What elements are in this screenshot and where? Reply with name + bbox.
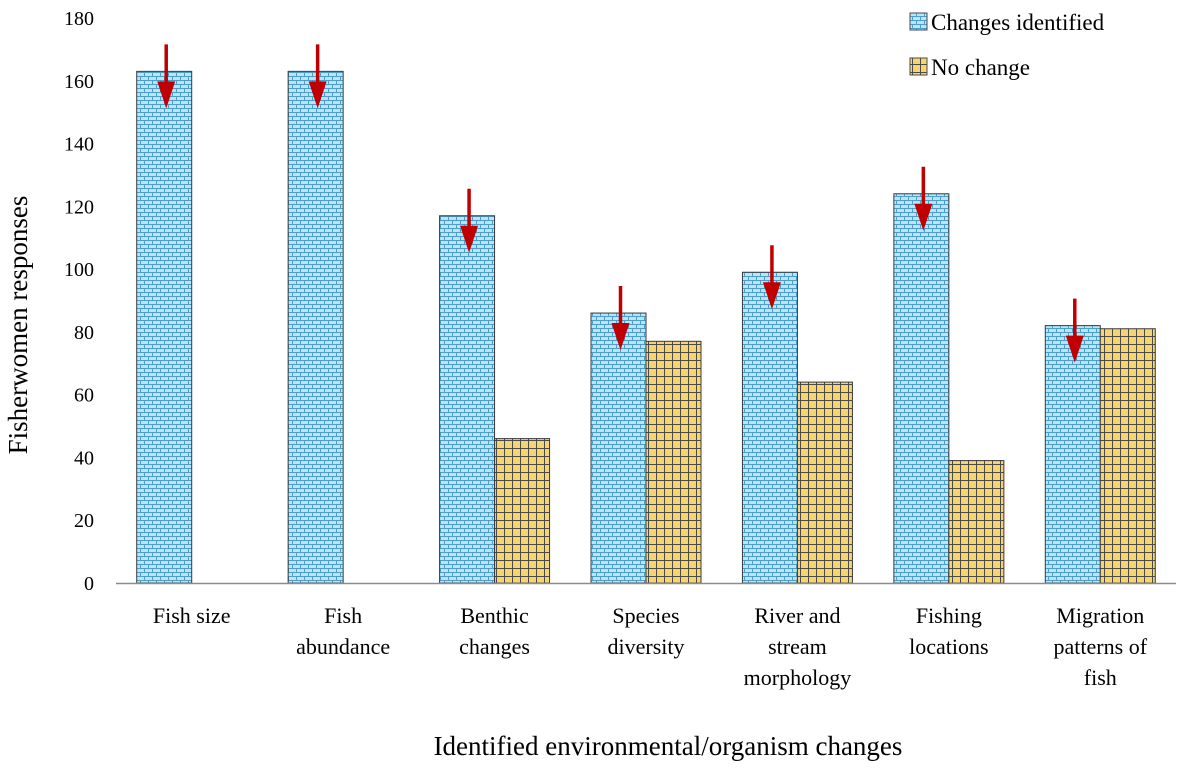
bar-no-change-migration-patterns-of-fish (1099, 328, 1156, 584)
bar-changes-identified-species-diversity (590, 312, 647, 584)
bar-changes-identified-river-and-stream-morphology (741, 271, 798, 584)
x-category-label-fishing-locations: Fishing locations (909, 603, 988, 659)
down-arrow-icon-river-and-stream-morphology (762, 245, 781, 310)
y-tick-label-40: 40 (74, 447, 94, 469)
y-axis-title: Fisherwomen responses (3, 196, 33, 455)
x-axis-title: Identified environmental/organism change… (434, 731, 903, 761)
x-category-label-river-and-stream-morphology: River and stream morphology (744, 603, 852, 690)
y-tick-label-0: 0 (84, 573, 94, 595)
y-tick-label-160: 160 (64, 71, 94, 93)
y-tick-label-60: 60 (74, 385, 94, 407)
y-tick-label-120: 120 (64, 196, 94, 218)
legend-item-changes-identified: Changes identified (909, 10, 1105, 35)
x-category-label-fish-size: Fish size (153, 603, 231, 628)
y-tick-label-140: 140 (64, 134, 94, 156)
legend-label-changes-identified: Changes identified (931, 10, 1105, 35)
legend: Changes identified No change (909, 10, 1105, 80)
bar-no-change-benthic-changes (494, 438, 551, 584)
legend-label-no-change: No change (931, 55, 1030, 80)
x-axis-category-labels: Fish size Fish abundance Benthic changes Spec… (153, 603, 1148, 690)
down-arrow-icon-species-diversity (611, 286, 630, 351)
x-category-label-species-diversity: Species diversity (608, 603, 685, 659)
down-arrow-icon-benthic-changes (460, 188, 479, 253)
bar-changes-identified-fishing-locations (893, 193, 950, 584)
x-category-label-benthic-changes: Benthic changes (459, 603, 530, 659)
down-arrow-icon-fish-size (157, 44, 176, 109)
legend-item-no-change: No change (909, 55, 1030, 80)
x-category-label-migration-patterns-of-fish: Migration patterns of fish (1054, 603, 1148, 690)
bar-changes-identified-migration-patterns-of-fish (1044, 325, 1101, 584)
down-arrow-icon-migration-patterns-of-fish (1065, 298, 1084, 363)
legend-swatch-changes-identified (909, 12, 928, 31)
bar-no-change-river-and-stream-morphology (796, 381, 853, 584)
bar-changes-identified-benthic-changes (439, 215, 496, 584)
x-category-label-fish-abundance: Fish abundance (296, 603, 390, 659)
bar-changes-identified-fish-abundance (287, 70, 344, 584)
down-arrow-icon-fish-abundance (308, 44, 327, 109)
arrow-annotations (157, 44, 1084, 363)
y-axis-tick-labels: 0 20 40 60 80 100 120 140 160 180 (64, 8, 94, 595)
bar-no-change-fishing-locations (948, 460, 1005, 584)
y-tick-label-100: 100 (64, 259, 94, 281)
y-tick-label-80: 80 (74, 322, 94, 344)
y-tick-label-180: 180 (64, 8, 94, 30)
legend-swatch-no-change (909, 57, 928, 76)
y-tick-label-20: 20 (74, 510, 94, 532)
bars-layer (136, 70, 1156, 584)
bar-changes-identified-fish-size (136, 70, 193, 584)
down-arrow-icon-fishing-locations (914, 166, 933, 231)
bar-no-change-species-diversity (645, 340, 702, 584)
